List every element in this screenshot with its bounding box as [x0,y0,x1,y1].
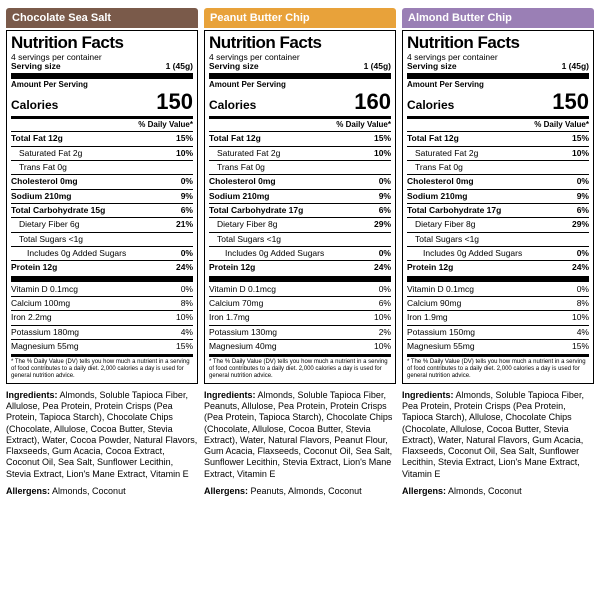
nutrient-line: Cholesterol 0mg0% [407,176,589,187]
serving-size-label: Serving size [209,62,259,71]
vitamin-line: Vitamin D 0.1mcg0% [209,284,391,295]
serving-size-label: Serving size [11,62,61,71]
ingredients-block: Ingredients: Almonds, Soluble Tapioca Fi… [402,390,594,480]
allergens-text: Almonds, Coconut [448,486,522,496]
nutrient-line: Dietary Fiber 6g21% [11,219,193,230]
nutrient-line: Total Fat 12g15% [407,133,589,144]
nutrition-facts-panel: Nutrition Facts4 servings per containerS… [402,30,594,384]
calories-value: 150 [552,90,589,114]
nutrient-line: Total Carbohydrate 15g6% [11,205,193,216]
nutrient-line: Total Sugars <1g [209,234,391,245]
ingredients-label: Ingredients: [402,390,454,400]
nutrient-line: Saturated Fat 2g10% [209,148,391,159]
daily-value-header: % Daily Value* [11,121,193,130]
nutrient-line: Saturated Fat 2g10% [11,148,193,159]
nutrition-facts-title: Nutrition Facts [209,34,391,53]
nutrient-line: Trans Fat 0g [209,162,391,173]
nutrient-line: Dietary Fiber 8g29% [407,219,589,230]
daily-value-header: % Daily Value* [209,121,391,130]
nutrient-line: Includes 0g Added Sugars0% [11,248,193,259]
ingredients-block: Ingredients: Almonds, Soluble Tapioca Fi… [204,390,396,480]
vitamin-line: Potassium 130mg2% [209,327,391,338]
nutrition-facts-panel: Nutrition Facts4 servings per containerS… [204,30,396,384]
vitamin-line: Calcium 90mg8% [407,298,589,309]
nutrient-line: Includes 0g Added Sugars0% [209,248,391,259]
nutrient-line: Includes 0g Added Sugars0% [407,248,589,259]
flavor-tab: Peanut Butter Chip [204,8,396,28]
ingredients-text: Almonds, Soluble Tapioca Fiber, Peanuts,… [204,390,392,479]
nutrient-line: Cholesterol 0mg0% [11,176,193,187]
product-column: Almond Butter ChipNutrition Facts4 servi… [402,8,594,497]
serving-size-value: 1 (45g) [166,62,193,71]
flavor-tab: Almond Butter Chip [402,8,594,28]
calories-value: 150 [156,90,193,114]
calories-label: Calories [407,99,454,112]
nutrient-line: Saturated Fat 2g10% [407,148,589,159]
vitamin-line: Iron 2.2mg10% [11,312,193,323]
allergens-label: Allergens: [402,486,446,496]
nutrient-line: Total Carbohydrate 17g6% [407,205,589,216]
calories-label: Calories [11,99,58,112]
daily-value-header: % Daily Value* [407,121,589,130]
dv-footnote: * The % Daily Value (DV) tells you how m… [209,359,391,380]
ingredients-block: Ingredients: Almonds, Soluble Tapioca Fi… [6,390,198,480]
nutrient-line: Dietary Fiber 8g29% [209,219,391,230]
vitamin-line: Potassium 150mg4% [407,327,589,338]
vitamin-line: Calcium 100mg8% [11,298,193,309]
nutrient-line: Protein 12g24% [209,262,391,273]
nutrition-panels-row: Chocolate Sea SaltNutrition Facts4 servi… [6,8,594,497]
vitamin-line: Iron 1.9mg10% [407,312,589,323]
nutrition-facts-panel: Nutrition Facts4 servings per containerS… [6,30,198,384]
allergens-text: Peanuts, Almonds, Coconut [251,486,362,496]
nutrient-line: Total Sugars <1g [11,234,193,245]
nutrient-line: Sodium 210mg9% [11,191,193,202]
nutrient-line: Cholesterol 0mg0% [209,176,391,187]
vitamin-line: Vitamin D 0.1mcg0% [407,284,589,295]
flavor-tab: Chocolate Sea Salt [6,8,198,28]
dv-footnote: * The % Daily Value (DV) tells you how m… [407,359,589,380]
allergens-block: Allergens: Almonds, Coconut [6,486,198,497]
vitamin-line: Potassium 180mg4% [11,327,193,338]
ingredients-text: Almonds, Soluble Tapioca Fiber, Allulose… [6,390,197,479]
ingredients-label: Ingredients: [204,390,256,400]
allergens-label: Allergens: [6,486,50,496]
serving-size-label: Serving size [407,62,457,71]
nutrient-line: Trans Fat 0g [407,162,589,173]
calories-value: 160 [354,90,391,114]
nutrient-line: Total Fat 12g15% [209,133,391,144]
serving-size-value: 1 (45g) [562,62,589,71]
allergens-block: Allergens: Peanuts, Almonds, Coconut [204,486,396,497]
vitamin-line: Iron 1.7mg10% [209,312,391,323]
nutrient-line: Sodium 210mg9% [407,191,589,202]
vitamin-line: Magnesium 55mg15% [407,341,589,352]
ingredients-label: Ingredients: [6,390,58,400]
nutrient-line: Protein 12g24% [11,262,193,273]
allergens-label: Allergens: [204,486,248,496]
nutrition-facts-title: Nutrition Facts [407,34,589,53]
calories-label: Calories [209,99,256,112]
dv-footnote: * The % Daily Value (DV) tells you how m… [11,359,193,380]
ingredients-text: Almonds, Soluble Tapioca Fiber, Pea Prot… [402,390,584,479]
nutrient-line: Total Carbohydrate 17g6% [209,205,391,216]
vitamin-line: Magnesium 40mg10% [209,341,391,352]
allergens-block: Allergens: Almonds, Coconut [402,486,594,497]
allergens-text: Almonds, Coconut [52,486,126,496]
nutrition-facts-title: Nutrition Facts [11,34,193,53]
nutrient-line: Sodium 210mg9% [209,191,391,202]
vitamin-line: Magnesium 55mg15% [11,341,193,352]
product-column: Peanut Butter ChipNutrition Facts4 servi… [204,8,396,497]
nutrient-line: Total Sugars <1g [407,234,589,245]
vitamin-line: Vitamin D 0.1mcg0% [11,284,193,295]
nutrient-line: Protein 12g24% [407,262,589,273]
nutrient-line: Total Fat 12g15% [11,133,193,144]
product-column: Chocolate Sea SaltNutrition Facts4 servi… [6,8,198,497]
vitamin-line: Calcium 70mg6% [209,298,391,309]
nutrient-line: Trans Fat 0g [11,162,193,173]
serving-size-value: 1 (45g) [364,62,391,71]
